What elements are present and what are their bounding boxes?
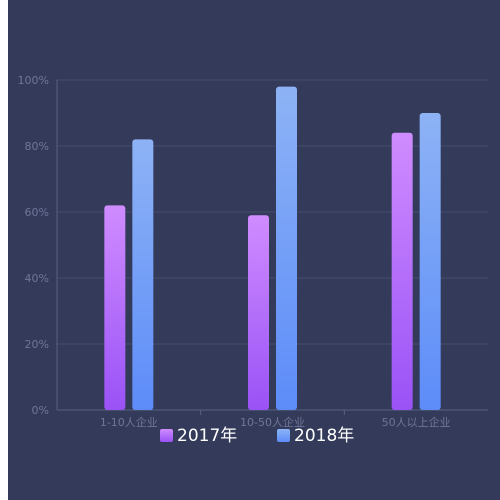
bars [104,86,441,411]
y-tick-label: 0% [32,404,49,417]
y-axis-ticks: 0% 20% 40% 60% 80% 100% [18,74,49,417]
bar-2017年-2[interactable] [391,132,413,411]
y-tick-label: 40% [25,272,49,285]
legend[interactable]: 2017年 2018年 [160,426,354,446]
legend-swatch [277,429,290,442]
legend-label: 2017年 [177,426,237,446]
x-tick-label: 50人以上企业 [382,415,451,429]
legend-swatch [160,429,173,442]
y-tick-label: 20% [25,338,49,351]
grid-lines [56,79,488,411]
y-tick-label: 60% [25,206,49,219]
legend-item-2018年[interactable]: 2018年 [277,426,354,446]
x-tick-label: 1-10人企业 [100,415,158,429]
bar-2017年-0[interactable] [104,205,126,410]
y-tick-label: 80% [25,140,49,153]
bar-2018年-1[interactable] [276,86,297,410]
legend-item-2017年[interactable]: 2017年 [160,426,237,446]
bar-2017年-1[interactable] [248,215,269,410]
legend-label: 2018年 [294,426,354,446]
y-tick-label: 100% [18,74,49,87]
bar-2018年-0[interactable] [132,139,154,410]
bar-2018年-2[interactable] [419,113,441,410]
x-axis-ticks: 1-10人企业 10-50人企业 50人以上企业 [100,410,451,429]
x-tick-label: 10-50人企业 [240,415,305,429]
